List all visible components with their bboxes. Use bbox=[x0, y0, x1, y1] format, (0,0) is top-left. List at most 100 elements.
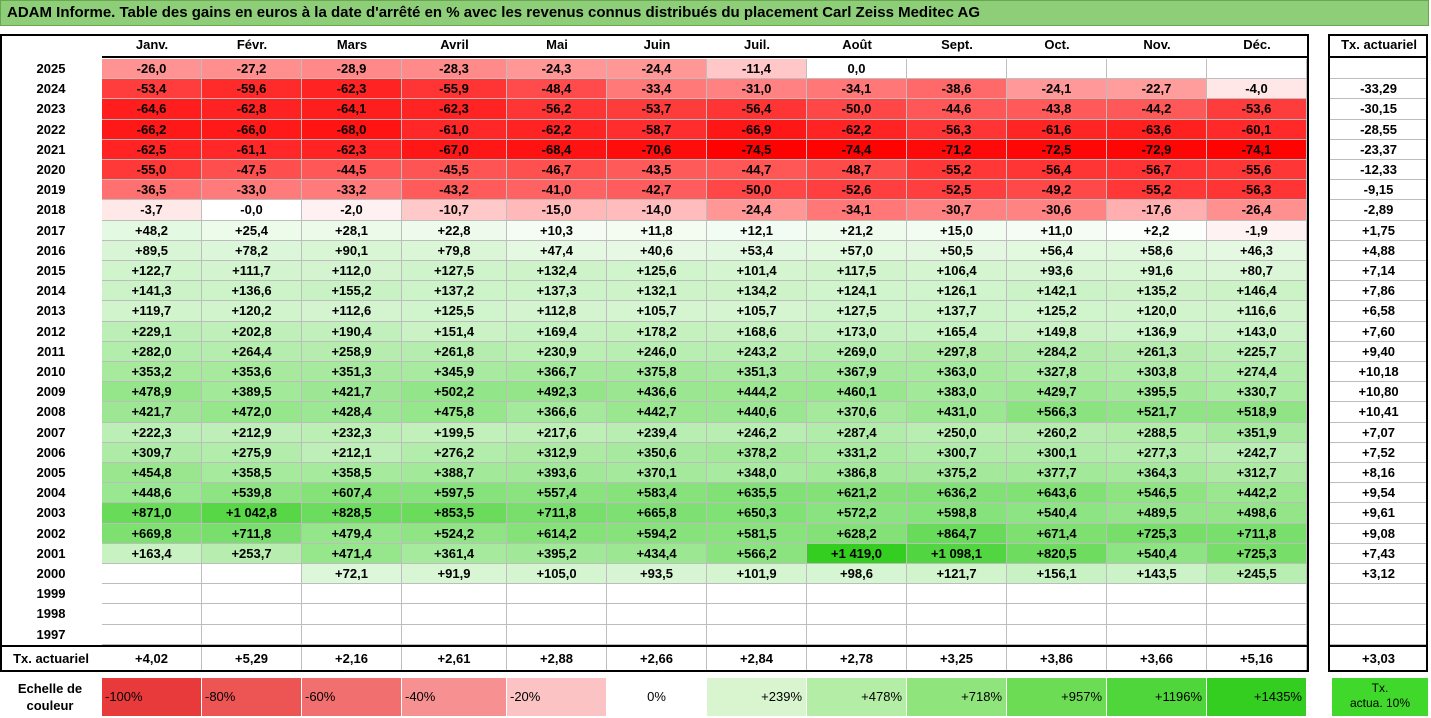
table-cell: +475,8 bbox=[402, 402, 507, 423]
table-cell: +636,2 bbox=[907, 483, 1007, 504]
table-cell: +137,3 bbox=[507, 281, 607, 302]
table-cell: +725,3 bbox=[1207, 543, 1307, 564]
table-cell: +46,3 bbox=[1207, 240, 1307, 261]
table-cell: +243,2 bbox=[707, 341, 807, 362]
sheet-title: ADAM Informe. Table des gains en euros à… bbox=[0, 0, 1429, 26]
table-cell: +711,8 bbox=[507, 503, 607, 524]
table-cell: +250,0 bbox=[907, 422, 1007, 443]
table-cell: +11,8 bbox=[607, 220, 707, 241]
table-cell bbox=[707, 604, 807, 625]
year-label: 2022 bbox=[36, 121, 66, 137]
table-cell: +287,4 bbox=[807, 422, 907, 443]
table-cell: +90,1 bbox=[302, 240, 402, 261]
table-cell: -50,0 bbox=[707, 180, 807, 201]
rate-cell bbox=[1330, 59, 1428, 80]
year-label: 2014 bbox=[36, 283, 66, 299]
table-cell: +614,2 bbox=[507, 523, 607, 544]
table-cell: +143,5 bbox=[1107, 564, 1207, 585]
table-cell bbox=[102, 584, 202, 605]
rate-cell: -23,37 bbox=[1330, 139, 1428, 160]
table-cell: +93,6 bbox=[1007, 261, 1107, 282]
table-cell: +217,6 bbox=[507, 422, 607, 443]
year-label: 2012 bbox=[36, 323, 66, 339]
table-cell bbox=[202, 604, 302, 625]
table-cell: +253,7 bbox=[202, 543, 302, 564]
table-cell: -44,6 bbox=[907, 99, 1007, 120]
table-cell: -41,0 bbox=[507, 180, 607, 201]
table-cell bbox=[607, 624, 707, 645]
table-cell: +331,2 bbox=[807, 442, 907, 463]
table-cell: +89,5 bbox=[102, 240, 202, 261]
table-cell: +56,4 bbox=[1007, 240, 1107, 261]
table-cell: +258,9 bbox=[302, 341, 402, 362]
year-label: 2013 bbox=[36, 303, 66, 319]
table-cell: -66,9 bbox=[707, 119, 807, 140]
table-cell: -24,4 bbox=[707, 200, 807, 221]
year-label: 2002 bbox=[36, 525, 66, 541]
table-cell: -2,0 bbox=[302, 200, 402, 221]
table-cell bbox=[607, 584, 707, 605]
table-cell: +351,9 bbox=[1207, 422, 1307, 443]
table-cell: -3,7 bbox=[102, 200, 202, 221]
table-cell bbox=[907, 604, 1007, 625]
year-label: 1998 bbox=[36, 606, 66, 622]
table-cell: -42,7 bbox=[607, 180, 707, 201]
table-cell: +261,8 bbox=[402, 341, 507, 362]
rate-cell: +7,07 bbox=[1330, 422, 1428, 443]
table-cell: +327,8 bbox=[1007, 362, 1107, 383]
year-label: 2009 bbox=[36, 384, 66, 400]
table-cell: -30,6 bbox=[1007, 200, 1107, 221]
table-cell: +351,3 bbox=[302, 362, 402, 383]
table-cell: -53,4 bbox=[102, 79, 202, 100]
table-cell: +212,9 bbox=[202, 422, 302, 443]
table-cell: +572,2 bbox=[807, 503, 907, 524]
year-label: 2010 bbox=[36, 364, 66, 379]
table-cell: +21,2 bbox=[807, 220, 907, 241]
table-cell: +169,4 bbox=[507, 321, 607, 342]
rate-cell: -9,15 bbox=[1330, 180, 1428, 201]
table-cell: +628,2 bbox=[807, 523, 907, 544]
table-cell bbox=[807, 624, 907, 645]
table-cell bbox=[202, 564, 302, 585]
table-cell: +312,9 bbox=[507, 442, 607, 463]
table-cell: +117,5 bbox=[807, 261, 907, 282]
table-cell: +828,5 bbox=[302, 503, 402, 524]
table-cell: +125,6 bbox=[607, 261, 707, 282]
table-cell: -43,8 bbox=[1007, 99, 1107, 120]
table-cell: +460,1 bbox=[807, 382, 907, 403]
table-cell: +276,2 bbox=[402, 442, 507, 463]
table-cell: +282,0 bbox=[102, 341, 202, 362]
table-cell: +178,2 bbox=[607, 321, 707, 342]
year-label: 2015 bbox=[36, 263, 66, 278]
table-cell: +557,4 bbox=[507, 483, 607, 504]
table-cell: -63,6 bbox=[1107, 119, 1207, 140]
table-cell: -56,4 bbox=[707, 99, 807, 120]
table-cell: +431,0 bbox=[907, 402, 1007, 423]
table-cell: +621,2 bbox=[807, 483, 907, 504]
year-label: 2001 bbox=[36, 545, 66, 561]
table-cell: +121,7 bbox=[907, 564, 1007, 585]
table-cell: -56,7 bbox=[1107, 160, 1207, 181]
table-cell: +134,2 bbox=[707, 281, 807, 302]
table-cell: +1 042,8 bbox=[202, 503, 302, 524]
table-cell: +635,5 bbox=[707, 483, 807, 504]
table-cell: -44,5 bbox=[302, 160, 402, 181]
table-cell: +436,6 bbox=[607, 382, 707, 403]
table-cell: -52,5 bbox=[907, 180, 1007, 201]
table-cell: +711,8 bbox=[1207, 523, 1307, 544]
table-cell: +351,3 bbox=[707, 362, 807, 383]
table-cell: +146,4 bbox=[1207, 281, 1307, 302]
month-header: Nov. bbox=[1107, 34, 1207, 58]
rate-cell: +9,08 bbox=[1330, 523, 1428, 544]
table-cell: +137,7 bbox=[907, 301, 1007, 322]
table-cell: -55,0 bbox=[102, 160, 202, 181]
table-cell bbox=[1107, 59, 1207, 80]
table-cell: +442,2 bbox=[1207, 483, 1307, 504]
table-cell: +725,3 bbox=[1107, 523, 1207, 544]
table-cell: +353,2 bbox=[102, 362, 202, 383]
table-cell: +428,4 bbox=[302, 402, 402, 423]
table-cell: +367,9 bbox=[807, 362, 907, 383]
table-cell: +546,5 bbox=[1107, 483, 1207, 504]
table-cell: -53,7 bbox=[607, 99, 707, 120]
table-cell: +539,8 bbox=[202, 483, 302, 504]
